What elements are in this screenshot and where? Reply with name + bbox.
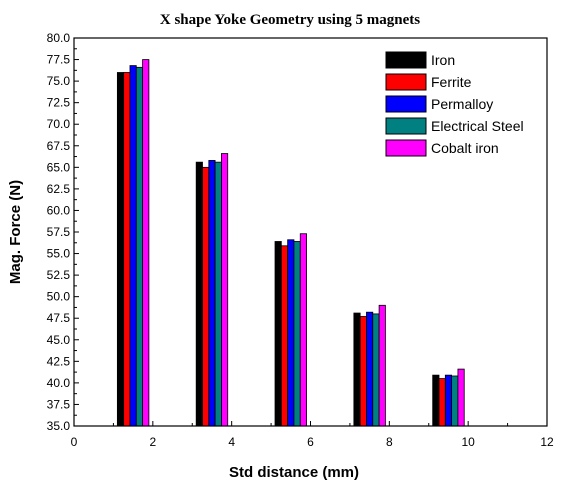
- y-tick-label: 67.5: [47, 139, 71, 153]
- bars-group: [116, 59, 465, 427]
- x-tick-label: 4: [228, 435, 235, 449]
- x-tick-label: 12: [540, 435, 554, 449]
- legend: Iron Ferrite Permalloy Electrical Steel Coba…: [385, 51, 524, 157]
- x-tick-label: 0: [71, 435, 78, 449]
- legend-swatch: [385, 51, 427, 69]
- bar-permalloy-5: [444, 374, 453, 427]
- y-tick-label: 62.5: [47, 182, 71, 196]
- y-tick-label: 40.0: [47, 376, 71, 390]
- bar-iron-5: [432, 374, 440, 427]
- bar-ferrite-3: [280, 245, 289, 427]
- x-tick-label: 2: [149, 435, 156, 449]
- bar-cobalt-iron-1: [142, 59, 150, 427]
- bar-electrical-steel-4: [372, 313, 380, 427]
- legend-label: Iron: [431, 52, 455, 68]
- x-axis-label: Std distance (mm): [229, 464, 359, 481]
- legend-swatch: [385, 117, 427, 135]
- bar-electrical-steel-5: [451, 375, 459, 427]
- x-axis-ticks: 0 2 4 6 8 10 12: [71, 421, 554, 449]
- chart-title: X shape Yoke Geometry using 5 magnets: [160, 12, 420, 28]
- bar-cobalt-iron-3: [299, 233, 307, 427]
- bar-electrical-steel-2: [214, 161, 222, 427]
- y-tick-label: 55.0: [47, 247, 71, 261]
- x-tick-label: 6: [307, 435, 314, 449]
- bar-iron-1: [116, 72, 125, 427]
- y-tick-label: 42.5: [47, 354, 71, 368]
- bar-ferrite-2: [202, 166, 210, 427]
- y-tick-label: 50.0: [47, 290, 71, 304]
- bar-permalloy-1: [129, 65, 137, 427]
- bar-cobalt-iron-4: [378, 304, 386, 427]
- legend-label: Ferrite: [431, 74, 472, 90]
- y-tick-label: 75.0: [47, 74, 71, 88]
- bar-cobalt-iron-2: [221, 153, 229, 427]
- y-axis-label: Mag. Force (N): [7, 180, 24, 284]
- bar-ferrite-5: [438, 378, 446, 427]
- y-tick-label: 72.5: [47, 96, 71, 110]
- bar-permalloy-3: [287, 239, 295, 427]
- bar-ferrite-4: [359, 316, 367, 427]
- bar-electrical-steel-1: [135, 66, 143, 427]
- y-tick-label: 60.0: [47, 203, 71, 217]
- y-tick-label: 70.0: [47, 117, 71, 131]
- x-tick-label: 10: [461, 435, 475, 449]
- y-tick-label: 45.0: [47, 333, 71, 347]
- bar-iron-3: [274, 241, 282, 427]
- x-tick-label: 8: [386, 435, 393, 449]
- bar-ferrite-1: [123, 72, 131, 427]
- y-tick-label: 57.5: [47, 225, 71, 239]
- legend-label: Permalloy: [431, 96, 493, 112]
- legend-swatch: [385, 95, 427, 113]
- bar-iron-4: [353, 312, 361, 427]
- legend-label: Cobalt iron: [431, 140, 499, 156]
- y-tick-label: 80.0: [47, 31, 71, 45]
- bar-cobalt-iron-5: [457, 368, 465, 427]
- legend-swatch: [385, 139, 427, 157]
- legend-swatch: [385, 73, 427, 91]
- bar-permalloy-4: [366, 311, 374, 427]
- y-tick-label: 35.0: [47, 419, 71, 433]
- bar-electrical-steel-3: [293, 241, 301, 427]
- legend-label: Electrical Steel: [431, 118, 524, 134]
- y-tick-label: 37.5: [47, 397, 71, 411]
- y-tick-label: 77.5: [47, 53, 71, 67]
- y-axis-ticks: 35.0 37.5 40.0 42.5 45.0 47.5 50.0 52.5 55.0 57.5…: [47, 31, 79, 433]
- y-tick-label: 52.5: [47, 268, 71, 282]
- bar-permalloy-2: [208, 160, 216, 427]
- y-tick-label: 47.5: [47, 311, 71, 325]
- y-tick-label: 65.0: [47, 160, 71, 174]
- bar-iron-2: [195, 161, 203, 427]
